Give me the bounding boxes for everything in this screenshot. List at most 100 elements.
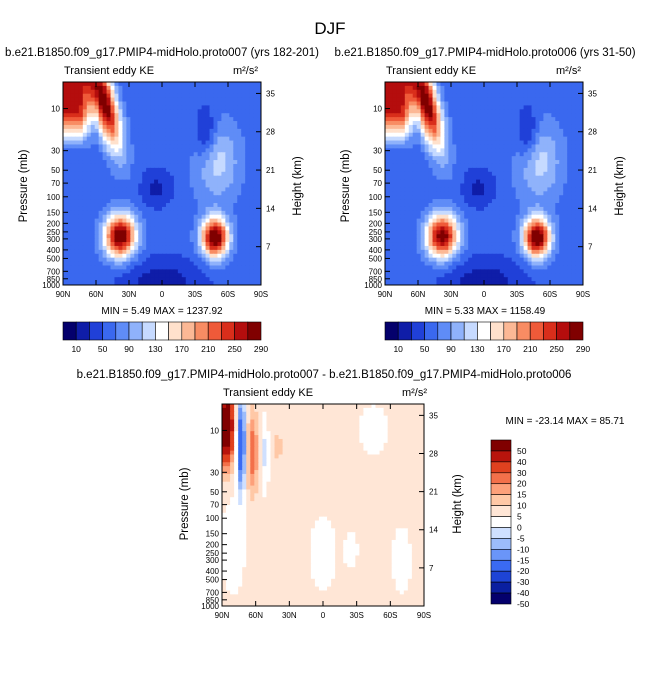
heatmap-cell [130, 93, 135, 99]
heatmap-cell [63, 105, 68, 110]
heatmap-cell [193, 167, 199, 173]
heatmap-cell [217, 121, 222, 126]
heatmap-cell [432, 245, 438, 251]
heatmap-cell [507, 144, 513, 149]
heatmap-cell [480, 85, 485, 91]
heatmap-cell [476, 230, 481, 235]
heatmap-cell [436, 249, 442, 255]
heatmap-cell [82, 121, 88, 126]
heatmap-cell [229, 156, 234, 161]
heatmap-cell [527, 238, 533, 243]
heatmap-cell [146, 234, 151, 239]
heatmap-cell [173, 163, 179, 169]
heatmap-cell [579, 140, 583, 146]
heatmap-cell [225, 128, 230, 134]
heatmap-cell [78, 97, 84, 103]
heatmap-cell [547, 93, 552, 99]
heatmap-cell [142, 210, 147, 216]
heatmap-cell [189, 160, 195, 165]
heatmap-cell [213, 238, 219, 243]
heatmap-cell [555, 175, 560, 181]
heatmap-cell [400, 230, 406, 235]
heatmap-cell [185, 156, 191, 161]
heatmap-cell [134, 105, 139, 110]
heatmap-cell [503, 156, 509, 161]
heatmap-cell [444, 183, 449, 188]
heatmap-cell [122, 273, 127, 278]
heatmap-cell [122, 101, 127, 107]
heatmap-cell [249, 214, 254, 220]
heatmap-cell [241, 245, 246, 251]
colorbar-swatch [89, 321, 103, 341]
heatmap-cell [94, 132, 100, 138]
heatmap-cell [110, 269, 116, 274]
heatmap-cell [579, 253, 583, 259]
heatmap-cell [456, 199, 461, 204]
y-tick-label: 100 [47, 193, 61, 202]
heatmap-cell [507, 218, 513, 224]
heatmap-cell [142, 199, 147, 204]
heatmap-cell [412, 167, 418, 173]
heatmap-cell [229, 121, 234, 126]
heatmap-cell [189, 132, 195, 138]
heatmap-cell [158, 195, 163, 200]
heatmap-cell [456, 203, 461, 208]
heatmap-cell [515, 136, 521, 142]
heatmap-cell [571, 199, 576, 204]
heatmap-cell [420, 136, 426, 142]
heatmap-cell [142, 121, 147, 126]
heatmap-cell [181, 132, 187, 138]
heatmap-cell [567, 101, 572, 107]
heatmap-cell [257, 121, 261, 126]
heatmap-cell [146, 101, 151, 107]
heatmap-cell [555, 163, 560, 169]
heatmap-cell [257, 105, 261, 110]
heatmap-cell [98, 124, 104, 130]
heatmap-cell [551, 148, 556, 153]
heatmap-cell [253, 113, 258, 118]
heatmap-cell [130, 249, 135, 255]
heatmap-cell [233, 218, 238, 224]
heatmap-cell [233, 206, 238, 212]
heatmap-cell [452, 245, 457, 251]
heatmap-cell [86, 140, 92, 146]
heatmap-cell [249, 148, 254, 153]
heatmap-cell [114, 109, 120, 114]
heatmap-cell [165, 238, 171, 243]
heatmap-cell [476, 105, 481, 110]
heatmap-cell [495, 210, 501, 216]
heatmap-cell [511, 187, 517, 192]
heatmap-cell [432, 113, 438, 118]
heatmap-cell [229, 234, 234, 239]
heatmap-cell [181, 245, 187, 251]
heatmap-cell [70, 249, 76, 255]
heatmap-cell [416, 117, 422, 122]
heatmap-cell [158, 117, 163, 122]
heatmap-cell [567, 121, 572, 126]
heatmap-cell [519, 183, 525, 188]
heatmap-cell [249, 128, 254, 134]
heatmap-cell [177, 269, 183, 274]
heatmap-cell [197, 175, 203, 181]
x-tick-label: 60S [221, 290, 235, 299]
heatmap-cell [408, 85, 414, 91]
heatmap-cell [181, 249, 187, 255]
heatmap-cell [547, 136, 552, 142]
heatmap-cell [213, 82, 219, 87]
heatmap-cell [523, 234, 529, 239]
heatmap-cell [503, 117, 509, 122]
heatmap-cell [138, 109, 143, 114]
heatmap-cell [444, 195, 449, 200]
heatmap-cell [388, 167, 394, 173]
heatmap-cell [205, 238, 211, 243]
heatmap-cell [559, 97, 564, 103]
heatmap-cell [444, 152, 449, 157]
heatmap-cell [150, 160, 155, 165]
heatmap-cell [495, 113, 501, 118]
heatmap-cell [499, 121, 505, 126]
heatmap-cell [491, 253, 497, 259]
heatmap-cell [535, 152, 541, 157]
heatmap-cell [253, 281, 258, 285]
heatmap-cell [241, 132, 246, 138]
heatmap-cell [385, 117, 390, 122]
